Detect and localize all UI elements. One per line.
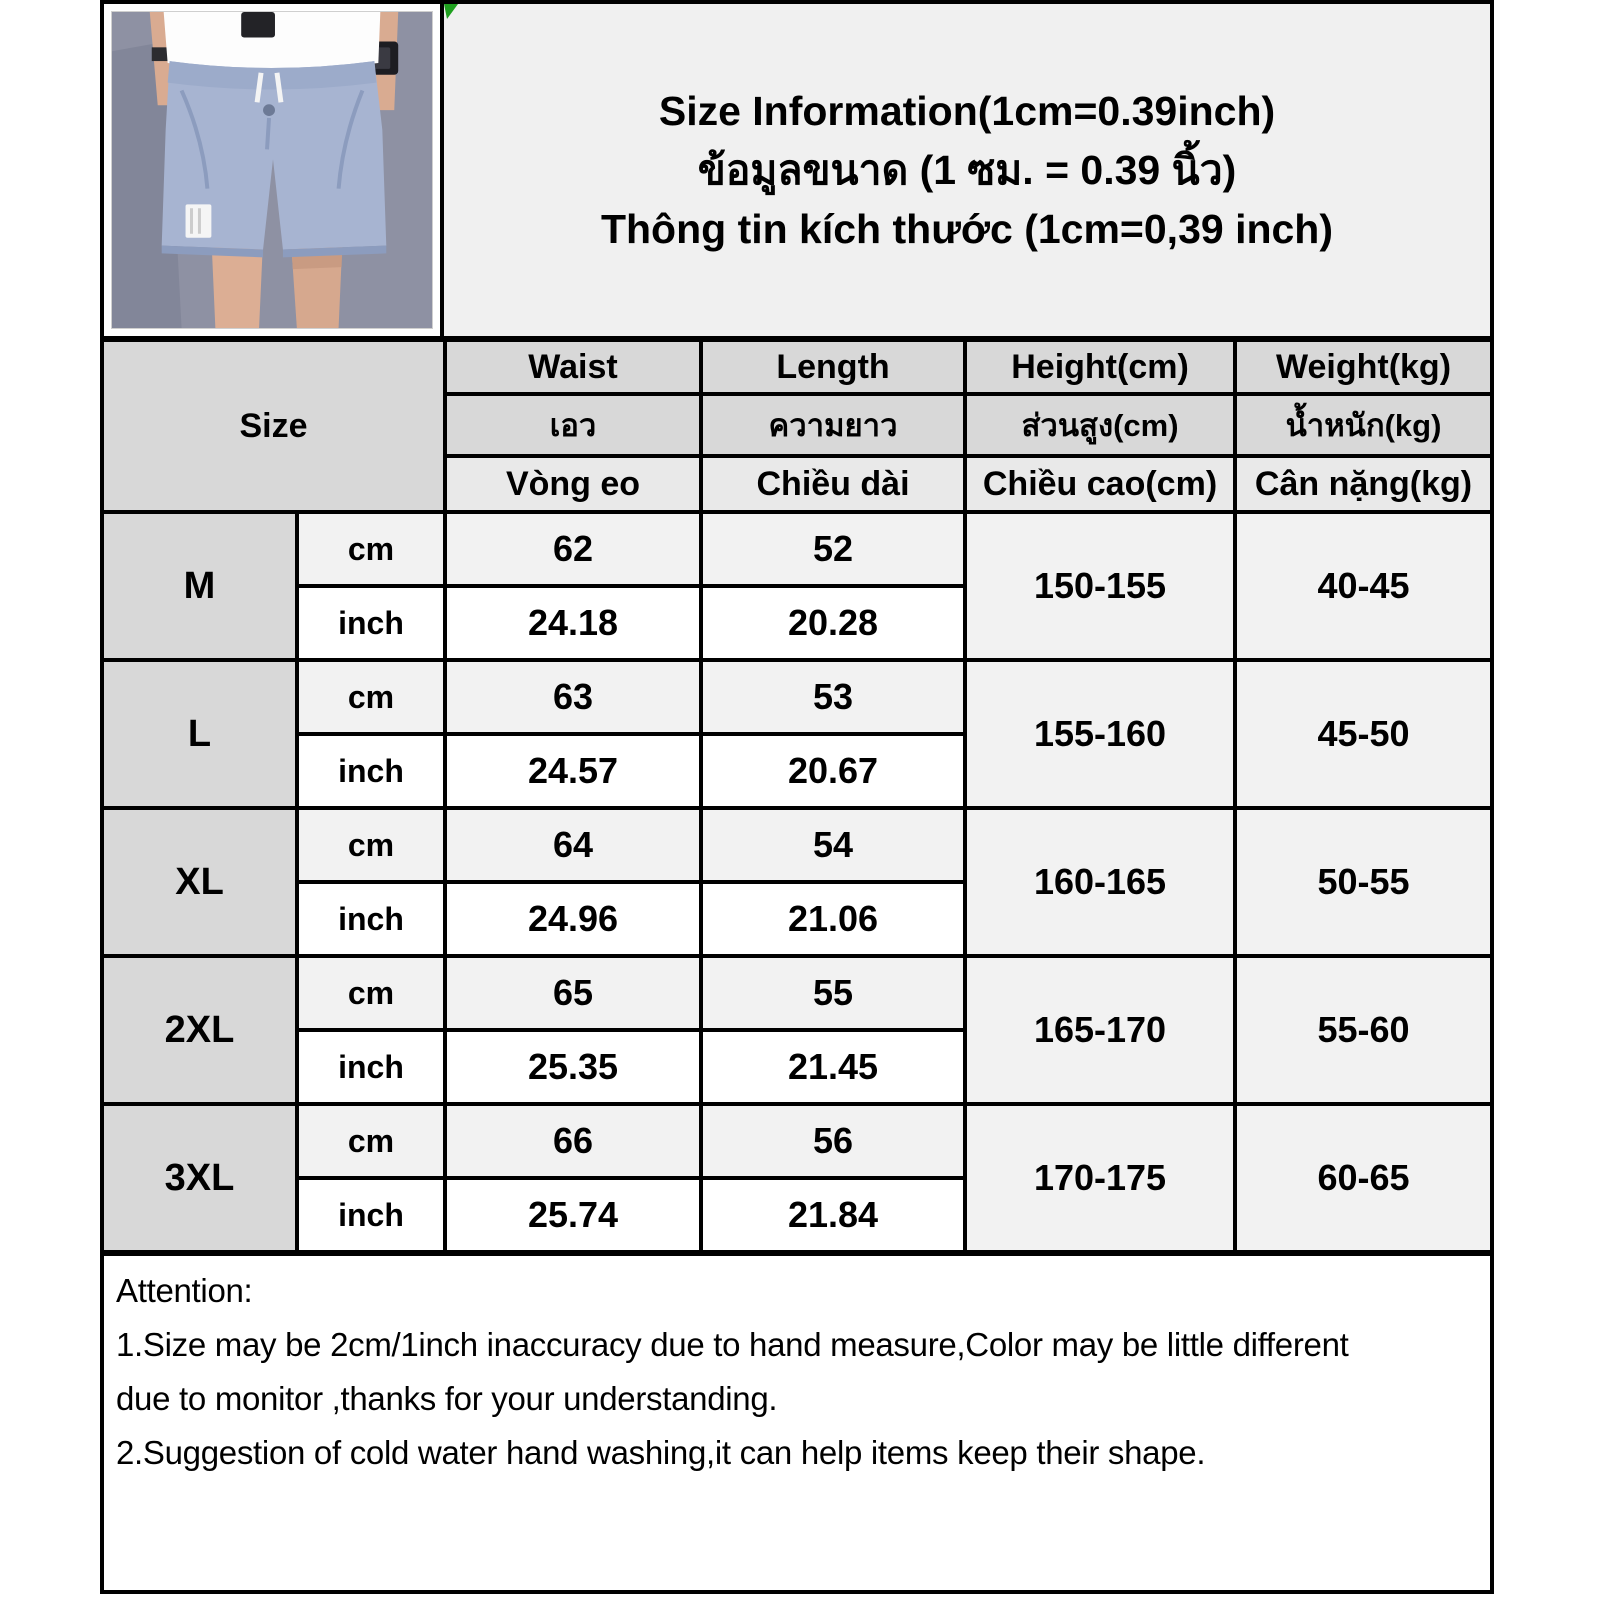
unit-inch: inch [297, 1178, 446, 1252]
weight-xl: 50-55 [1235, 808, 1493, 956]
size-column-header: Size [102, 340, 446, 512]
title-vi: Thông tin kích thước (1cm=0,39 inch) [600, 206, 1334, 252]
attention-note-1-cont: due to monitor ,thanks for your understa… [116, 1380, 778, 1417]
waist-inch-2xl: 25.35 [445, 1030, 702, 1104]
length-cm-3xl: 56 [701, 1104, 966, 1178]
header-length-th: ความยาว [701, 394, 966, 456]
size-label-l: L [102, 660, 297, 808]
unit-inch: inch [297, 586, 446, 660]
unit-cm: cm [297, 808, 446, 882]
length-inch-2xl: 21.45 [701, 1030, 966, 1104]
header-weight-th: น้ำหนัก(kg) [1235, 394, 1493, 456]
height-m: 150-155 [965, 512, 1236, 660]
top-section: Size Information(1cm=0.39inch) ข้อมูลขนา… [100, 0, 1494, 338]
title-th: ข้อมูลขนาด (1 ซม. = 0.39 นิ้ว) [697, 147, 1237, 193]
unit-inch: inch [297, 1030, 446, 1104]
header-waist-th: เอว [445, 394, 702, 456]
weight-2xl: 55-60 [1235, 956, 1493, 1104]
unit-cm: cm [297, 1104, 446, 1178]
size-label-2xl: 2XL [102, 956, 297, 1104]
length-cm-2xl: 55 [701, 956, 966, 1030]
header-length-en: Length [701, 340, 966, 394]
size-label-m: M [102, 512, 297, 660]
header-height-en: Height(cm) [965, 340, 1236, 394]
header-length-vi: Chiều dài [701, 456, 966, 512]
height-2xl: 165-170 [965, 956, 1236, 1104]
weight-m: 40-45 [1235, 512, 1493, 660]
length-inch-xl: 21.06 [701, 882, 966, 956]
attention-note-2: 2.Suggestion of cold water hand washing,… [116, 1434, 1206, 1471]
waist-cm-l: 63 [445, 660, 702, 734]
waist-inch-3xl: 25.74 [445, 1178, 702, 1252]
header-waist-en: Waist [445, 340, 702, 394]
unit-inch: inch [297, 882, 446, 956]
header-waist-vi: Vòng eo [445, 456, 702, 512]
waist-cm-xl: 64 [445, 808, 702, 882]
weight-3xl: 60-65 [1235, 1104, 1493, 1252]
title-en: Size Information(1cm=0.39inch) [658, 88, 1276, 134]
product-photo [104, 4, 444, 336]
length-cm-xl: 54 [701, 808, 966, 882]
unit-cm: cm [297, 956, 446, 1030]
length-cm-l: 53 [701, 660, 966, 734]
header-weight-vi: Cân nặng(kg) [1235, 456, 1493, 512]
height-xl: 160-165 [965, 808, 1236, 956]
height-3xl: 170-175 [965, 1104, 1236, 1252]
length-inch-m: 20.28 [701, 586, 966, 660]
unit-cm: cm [297, 512, 446, 586]
length-inch-l: 20.67 [701, 734, 966, 808]
waist-cm-m: 62 [445, 512, 702, 586]
size-label-xl: XL [102, 808, 297, 956]
waist-inch-m: 24.18 [445, 586, 702, 660]
unit-inch: inch [297, 734, 446, 808]
title-panel: Size Information(1cm=0.39inch) ข้อมูลขนา… [444, 4, 1490, 336]
header-weight-en: Weight(kg) [1235, 340, 1493, 394]
size-label-3xl: 3XL [102, 1104, 297, 1252]
size-table: Size Waist Length Height(cm) Weight(kg) … [100, 338, 1495, 1254]
waist-inch-xl: 24.96 [445, 882, 702, 956]
attention-box: Attention: 1.Size may be 2cm/1inch inacc… [100, 1254, 1494, 1594]
weight-l: 45-50 [1235, 660, 1493, 808]
attention-heading: Attention: [116, 1272, 253, 1309]
green-corner-flag-icon [444, 4, 458, 19]
length-cm-m: 52 [701, 512, 966, 586]
waist-inch-l: 24.57 [445, 734, 702, 808]
waist-cm-2xl: 65 [445, 956, 702, 1030]
product-photo-illustration [111, 11, 433, 329]
waist-cm-3xl: 66 [445, 1104, 702, 1178]
size-chart-sheet: Size Information(1cm=0.39inch) ข้อมูลขนา… [100, 0, 1495, 1594]
height-l: 155-160 [965, 660, 1236, 808]
header-height-vi: Chiều cao(cm) [965, 456, 1236, 512]
unit-cm: cm [297, 660, 446, 734]
length-inch-3xl: 21.84 [701, 1178, 966, 1252]
attention-note-1: 1.Size may be 2cm/1inch inaccuracy due t… [116, 1326, 1349, 1363]
header-height-th: ส่วนสูง(cm) [965, 394, 1236, 456]
